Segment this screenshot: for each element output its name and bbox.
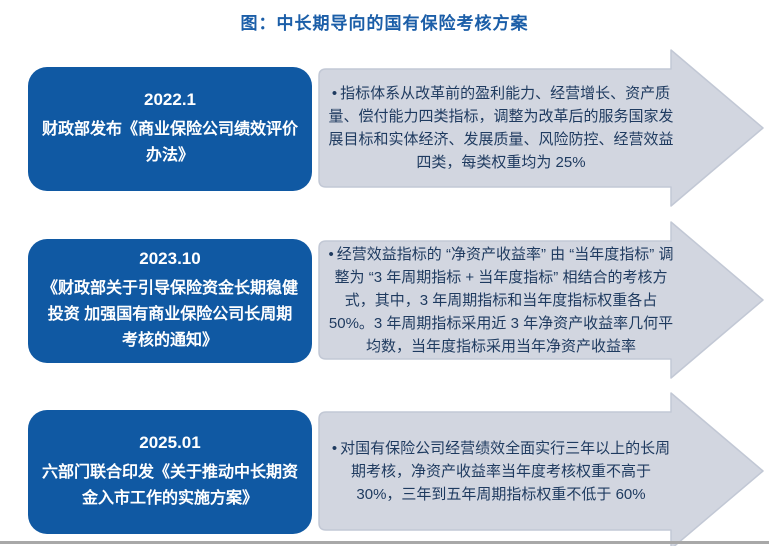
milestone-detail: • 经营效益指标的 “净资产收益率” 由 “当年度指标” 调整为 “3 年周期指标… (328, 221, 674, 379)
milestone-detail: • 指标体系从改革前的盈利能力、经营增长、资产质量、偿付能力四类指标，调整为改革后… (328, 49, 674, 207)
milestone-policy-name: 《财政部关于引导保险资金长期稳健投资 加强国有商业保险公司长周期考核的通知》 (41, 279, 298, 349)
milestone-date: 2022.1 (144, 89, 196, 109)
milestone-date: 2023.10 (139, 248, 201, 268)
bullet-icon: • (328, 245, 334, 263)
milestone-detail: • 对国有保险公司经营绩效全面实行三年以上的长周期考核，净资产收益率当年度考核权重… (328, 392, 674, 546)
milestone-detail-text: • 经营效益指标的 “净资产收益率” 由 “当年度指标” 调整为 “3 年周期指标… (328, 243, 674, 358)
right-arrow-shape (318, 49, 764, 207)
detail-text: 对国有保险公司经营绩效全面实行三年以上的长周期考核，净资产收益率当年度考核权重不… (340, 439, 671, 503)
right-arrow-shape (318, 221, 764, 379)
timeline-row-2025: 2025.01 六部门联合印发《关于推动中长期资金入市工作的实施方案》 • 对国有… (28, 392, 765, 546)
detail-text: 经营效益指标的 “净资产收益率” 由 “当年度指标” 调整为 “3 年周期指标 … (328, 245, 674, 355)
bullet-icon: • (331, 439, 338, 457)
milestone-date: 2025.01 (139, 432, 201, 452)
bullet-icon: • (331, 85, 338, 102)
bottom-divider (0, 541, 769, 544)
milestone-detail-text: • 指标体系从改革前的盈利能力、经营增长、资产质量、偿付能力四类指标，调整为改革后… (328, 82, 674, 174)
timeline-row-2023: 2023.10 《财政部关于引导保险资金长期稳健投资 加强国有商业保险公司长周期… (28, 221, 765, 379)
milestone-detail-text: • 对国有保险公司经营绩效全面实行三年以上的长周期考核，净资产收益率当年度考核权重… (328, 437, 674, 506)
milestone-card: 2023.10 《财政部关于引导保险资金长期稳健投资 加强国有商业保险公司长周期… (28, 239, 312, 363)
detail-text: 指标体系从改革前的盈利能力、经营增长、资产质量、偿付能力四类指标，调整为改革后的… (328, 85, 674, 171)
milestone-card: 2025.01 六部门联合印发《关于推动中长期资金入市工作的实施方案》 (28, 410, 312, 534)
milestone-card: 2022.1 财政部发布《商业保险公司绩效评价办法》 (28, 67, 312, 191)
right-arrow-shape (318, 392, 764, 546)
page-title: 图：中长期导向的国有保险考核方案 (240, 14, 529, 33)
milestone-policy-name: 财政部发布《商业保险公司绩效评价办法》 (41, 120, 298, 164)
milestone-policy-name: 六部门联合印发《关于推动中长期资金入市工作的实施方案》 (41, 463, 298, 507)
timeline-row-2022: 2022.1 财政部发布《商业保险公司绩效评价办法》 • 指标体系从改革前的盈利能… (28, 49, 765, 207)
